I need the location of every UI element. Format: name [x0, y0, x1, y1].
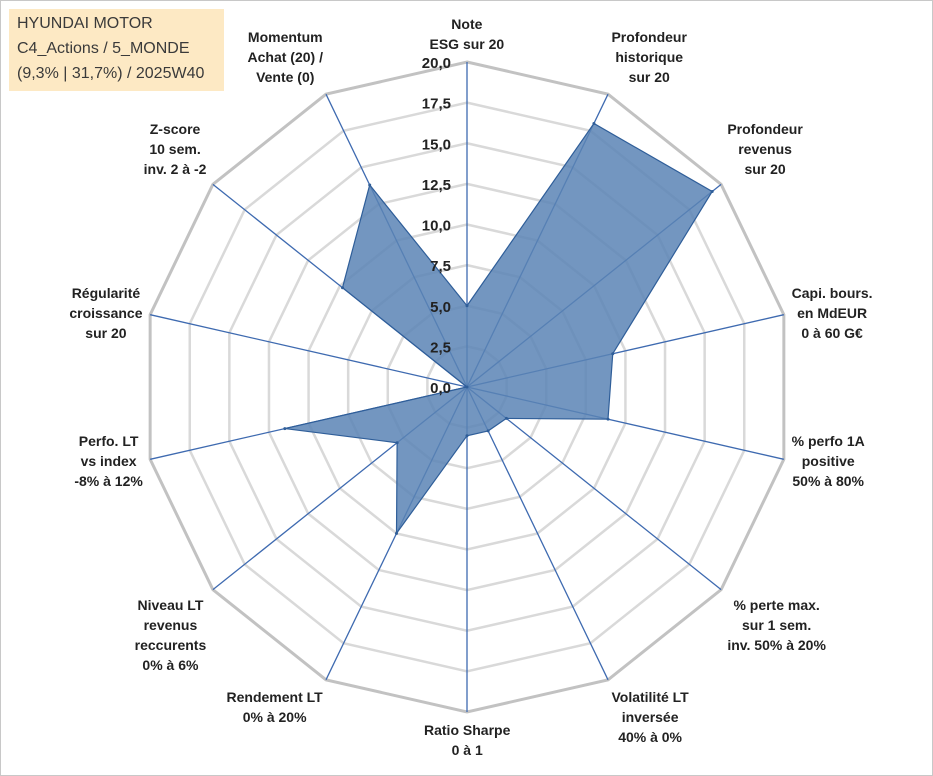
data-point-5 [504, 416, 508, 420]
axis-label-line: Niveau LT [137, 596, 204, 613]
axis-label-line: reccurents [134, 636, 207, 653]
chart-title-box: HYUNDAI MOTOR C4_Actions / 5_MONDE (9,3%… [9, 9, 224, 91]
axis-label-line: 50% à 80% [792, 473, 864, 490]
axis-label-line: Momentum [247, 28, 323, 45]
axis-label-line: Vente (0) [256, 68, 315, 85]
axis-label-line: -8% à 12% [74, 473, 143, 490]
axis-label-line: Régularité [71, 284, 141, 301]
axis-label-line: % perte max. [733, 596, 820, 613]
axis-label-8: Rendement LT 0% à 20% [227, 687, 323, 727]
title-company: HYUNDAI MOTOR [17, 15, 153, 32]
data-point-11 [465, 385, 469, 389]
axis-label-line: sur 20 [85, 324, 127, 341]
axis-label-13: Momentum Achat (20) / Vente (0) [248, 27, 323, 87]
tick-label-4: 10,0 [422, 218, 451, 235]
data-point-1 [592, 121, 596, 125]
axis-label-line: inv. 2 à -2 [143, 161, 207, 178]
axis-label-line: Achat (20) / [247, 48, 323, 65]
data-point-7 [465, 434, 469, 438]
spoke-6 [466, 386, 609, 681]
title-category: C4_Actions / 5_MONDE [17, 40, 190, 57]
tick-label-7: 17,5 [422, 96, 451, 113]
tick-label-3: 7,5 [430, 258, 451, 275]
axis-label-line: ESG sur 20 [429, 36, 505, 52]
title-stats: (9,3% | 31,7%) / 2025W40 [17, 65, 205, 82]
axis-label-line: 0 à 1 [451, 742, 483, 758]
axis-label-line: en MdEUR [797, 304, 868, 321]
axis-label-line: 10 sem. [149, 141, 201, 158]
axis-label-line: Rendement LT [226, 689, 323, 706]
axis-label-11: Régularité croissance sur 20 [69, 283, 142, 343]
axis-label-line: % perfo 1A [791, 433, 865, 450]
axis-label-6: Volatilité LT inversée 40% à 0% [611, 687, 688, 747]
axis-label-line: historique [615, 48, 684, 65]
axis-label-line: Volatilité LT [611, 689, 689, 706]
axis-label-0: Note ESG sur 20 [430, 14, 505, 54]
axis-label-12: Z-score 10 sem. inv. 2 à -2 [144, 119, 207, 179]
axis-label-5: % perte max. sur 1 sem. inv. 50% à 20% [727, 595, 826, 655]
axis-label-line: Profondeur [727, 121, 803, 138]
axis-label-line: revenus [738, 141, 792, 158]
spoke-11 [150, 314, 468, 388]
axis-label-line: croissance [69, 304, 143, 321]
data-point-12 [340, 286, 344, 290]
data-point-0 [465, 304, 469, 308]
data-point-8 [394, 531, 398, 535]
axis-label-line: Perfo. LT [78, 433, 139, 450]
data-point-3 [611, 352, 615, 356]
axis-label-line: Profondeur [611, 28, 687, 45]
tick-label-6: 15,0 [422, 136, 451, 153]
axis-label-line: 0% à 20% [242, 709, 307, 726]
axis-label-line: Capi. bours. [791, 284, 873, 301]
axis-label-line: 0% à 6% [142, 656, 199, 673]
tick-label-8: 20,0 [422, 55, 451, 72]
axis-label-line: 40% à 0% [618, 729, 683, 746]
axis-label-line: Z-score [149, 121, 201, 138]
axis-label-line: revenus [143, 616, 198, 633]
data-point-10 [283, 427, 287, 431]
axis-label-line: positive [801, 453, 855, 470]
axis-label-line: sur 20 [628, 68, 670, 85]
axis-label-line: Note [451, 16, 483, 32]
tick-label-2: 5,0 [430, 299, 451, 316]
data-point-13 [368, 183, 372, 187]
axis-label-1: Profondeur historique sur 20 [611, 27, 686, 87]
axis-label-2: Profondeur revenus sur 20 [727, 119, 802, 179]
axis-label-line: sur 20 [744, 161, 786, 178]
axis-label-line: vs index [80, 453, 137, 470]
axis-label-line: inversée [621, 709, 679, 726]
axis-label-10: Perfo. LT vs index -8% à 12% [74, 431, 142, 491]
axis-label-7: Ratio Sharpe 0 à 1 [424, 720, 510, 760]
axis-label-4: % perfo 1A positive 50% à 80% [792, 431, 865, 491]
axis-label-9: Niveau LT revenus reccurents 0% à 6% [135, 595, 207, 675]
axis-label-line: sur 1 sem. [742, 616, 812, 633]
data-point-6 [486, 429, 490, 433]
data-point-9 [395, 441, 399, 445]
data-point-4 [606, 417, 610, 421]
tick-label-5: 12,5 [422, 177, 451, 194]
axis-label-line: 0 à 60 G€ [801, 324, 863, 341]
spoke-5 [466, 386, 722, 591]
tick-label-0: 0,0 [430, 380, 451, 397]
axis-label-line: Ratio Sharpe [424, 722, 511, 738]
axis-label-line: inv. 50% à 20% [727, 636, 826, 653]
axis-label-3: Capi. bours. en MdEUR 0 à 60 G€ [792, 283, 873, 343]
tick-label-1: 2,5 [430, 339, 451, 356]
data-series-area [284, 122, 714, 536]
data-point-2 [710, 189, 714, 193]
